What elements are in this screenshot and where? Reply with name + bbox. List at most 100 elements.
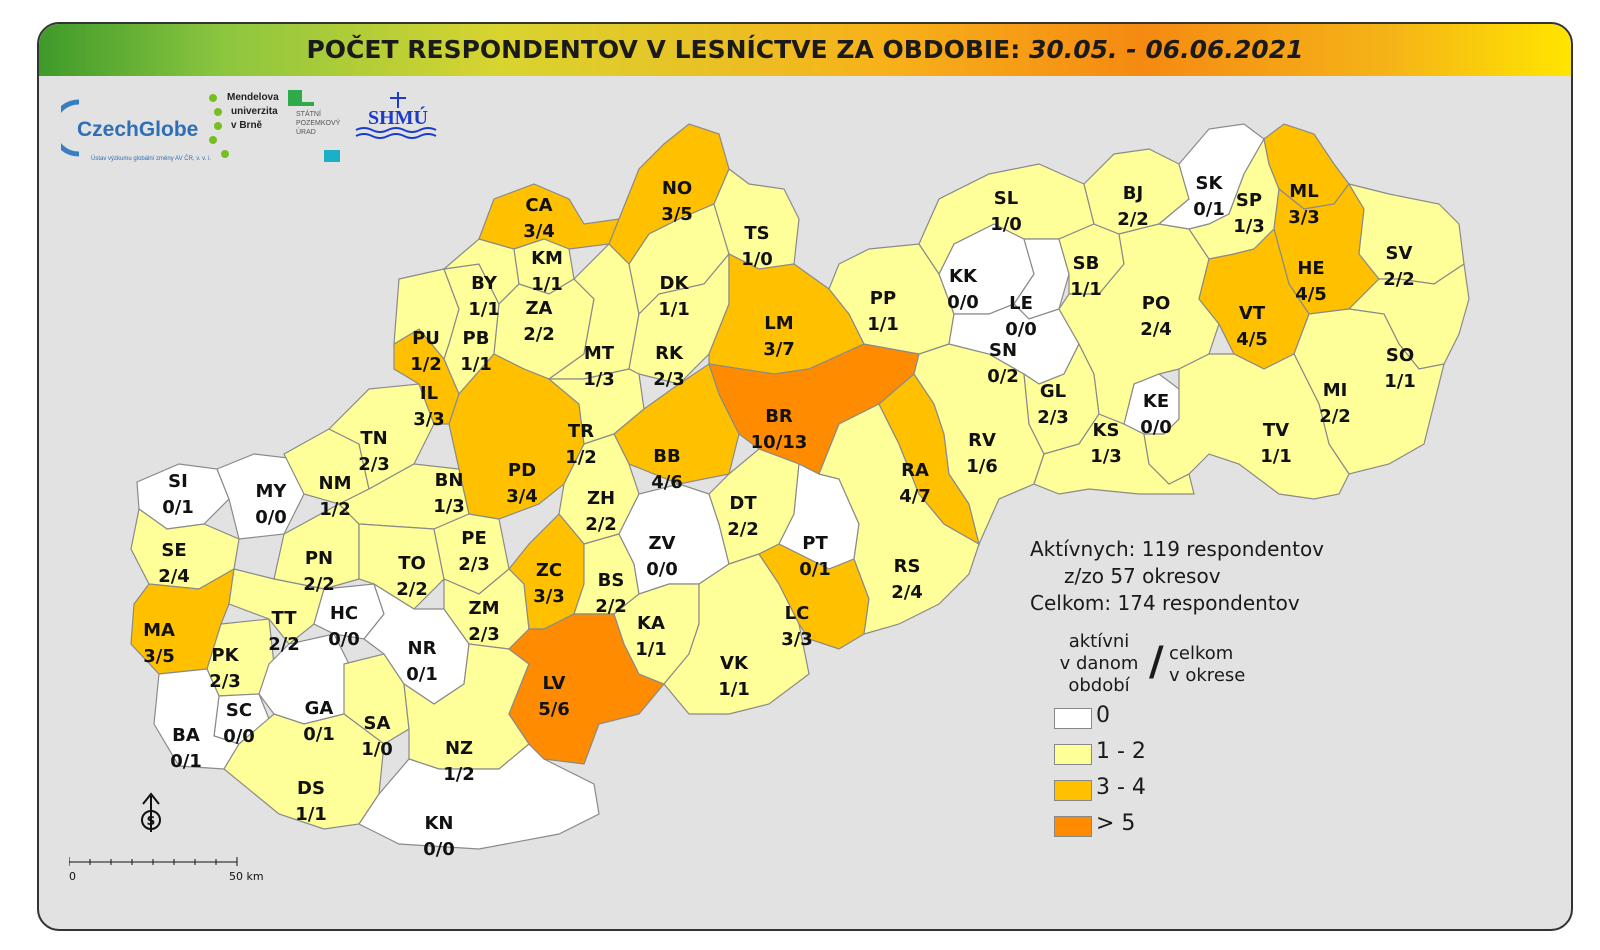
legend-left-label: aktívni v danom období <box>1049 631 1149 697</box>
district-code-GL: GL <box>1040 381 1066 402</box>
district-value-SV: 2/2 <box>1383 269 1415 290</box>
district-code-HC: HC <box>330 603 358 624</box>
district-value-RS: 2/4 <box>891 582 923 603</box>
district-value-DK: 1/1 <box>658 299 690 320</box>
district-value-LV: 5/6 <box>538 699 570 720</box>
district-value-PO: 2/4 <box>1140 319 1172 340</box>
district-value-RA: 4/7 <box>899 486 931 507</box>
district-value-HE: 4/5 <box>1295 284 1327 305</box>
legend-label-gt5: > 5 <box>1096 811 1136 836</box>
district-code-SE: SE <box>161 540 186 561</box>
legend-left-line-3: období <box>1068 675 1130 696</box>
district-code-TO: TO <box>398 553 426 574</box>
district-TV <box>1143 353 1350 500</box>
district-value-NZ: 1/2 <box>443 764 475 785</box>
district-value-TO: 2/2 <box>396 579 428 600</box>
district-value-MT: 1/3 <box>583 369 615 390</box>
spu-line-2: POZEMKOVÝ <box>296 118 341 127</box>
district-code-NR: NR <box>408 638 437 659</box>
district-code-PB: PB <box>463 328 490 349</box>
district-code-PU: PU <box>412 328 440 349</box>
mendel-logo: Mendelova univerzita v Brně <box>207 86 317 166</box>
district-code-SL: SL <box>994 188 1018 209</box>
district-code-ZV: ZV <box>649 533 676 554</box>
district-value-SN: 0/2 <box>987 366 1019 387</box>
district-value-TT: 2/2 <box>268 634 300 655</box>
czechglobe-subtext: Ústav výzkumu globální změny AV ČR, v. v… <box>91 155 211 162</box>
district-value-LE: 0/0 <box>1005 319 1037 340</box>
district-value-NM: 1/2 <box>319 499 351 520</box>
district-value-KM: 1/1 <box>531 274 563 295</box>
legend-label-3-4: 3 - 4 <box>1096 775 1146 800</box>
mendel-line-3: v Brně <box>231 120 263 131</box>
district-value-BS: 2/2 <box>595 596 627 617</box>
district-code-LM: LM <box>764 313 793 334</box>
district-code-TN: TN <box>360 428 387 449</box>
spu-line-3: ÚRAD <box>296 127 316 136</box>
legend-left-line-2: v danom <box>1059 653 1139 674</box>
mendel-line-2: univerzita <box>231 106 278 117</box>
legend-slash: / <box>1149 639 1164 685</box>
north-arrow: S <box>141 792 161 832</box>
district-value-PN: 2/2 <box>303 574 335 595</box>
district-DS <box>223 713 385 830</box>
district-code-RV: RV <box>968 430 996 451</box>
district-value-BB: 4/6 <box>651 472 683 493</box>
district-value-KA: 1/1 <box>635 639 667 660</box>
district-code-BY: BY <box>471 273 498 294</box>
stats-active: Aktívnych: 119 respondentov <box>1030 537 1325 561</box>
district-code-RA: RA <box>901 460 929 481</box>
district-value-ML: 3/3 <box>1288 207 1320 228</box>
spu-logo: STÁTNÍ POZEMKOVÝ ÚRAD <box>284 90 344 166</box>
district-code-RK: RK <box>655 343 684 364</box>
district-value-SC: 0/0 <box>223 726 255 747</box>
district-code-TR: TR <box>568 421 594 442</box>
district-value-PP: 1/1 <box>867 314 899 335</box>
district-value-PU: 1/2 <box>410 354 442 375</box>
district-code-KM: KM <box>531 248 563 269</box>
district-code-MI: MI <box>1323 380 1348 401</box>
district-code-DS: DS <box>297 778 325 799</box>
district-value-TS: 1/0 <box>741 249 773 270</box>
stats-districts: z/zo 57 okresov <box>1064 564 1221 588</box>
district-code-ML: ML <box>1289 181 1318 202</box>
district-value-SK: 0/1 <box>1193 199 1225 220</box>
district-value-ZV: 0/0 <box>646 559 678 580</box>
district-code-KS: KS <box>1093 420 1120 441</box>
district-value-HC: 0/0 <box>328 629 360 650</box>
district-code-DK: DK <box>660 273 690 294</box>
district-code-LV: LV <box>543 673 566 694</box>
district-value-ZM: 2/3 <box>468 624 500 645</box>
district-code-KN: KN <box>424 813 453 834</box>
district-value-BN: 1/3 <box>433 496 465 517</box>
district-code-ZA: ZA <box>526 298 553 319</box>
district-value-SP: 1/3 <box>1233 216 1265 237</box>
district-value-TN: 2/3 <box>358 454 390 475</box>
legend-swatch-1-2 <box>1054 744 1092 765</box>
mendel-line-1: Mendelova <box>227 92 279 103</box>
legend-swatch-0 <box>1054 708 1092 729</box>
district-code-LE: LE <box>1009 293 1033 314</box>
czechglobe-text: CzechGlobe <box>77 118 198 141</box>
district-code-SA: SA <box>364 713 391 734</box>
district-value-PK: 2/3 <box>209 671 241 692</box>
legend-label-1-2: 1 - 2 <box>1096 739 1146 764</box>
district-value-SA: 1/0 <box>361 739 393 760</box>
district-code-VK: VK <box>720 653 749 674</box>
district-value-GA: 0/1 <box>303 724 335 745</box>
district-TT <box>228 568 325 645</box>
district-value-KK: 0/0 <box>947 292 979 313</box>
legend-left-line-1: aktívni <box>1068 631 1130 652</box>
district-code-KA: KA <box>637 613 665 634</box>
district-value-NO: 3/5 <box>661 204 693 225</box>
district-code-BJ: BJ <box>1123 183 1143 204</box>
district-code-MY: MY <box>256 481 288 502</box>
district-code-PT: PT <box>802 533 828 554</box>
district-value-PT: 0/1 <box>799 559 831 580</box>
district-value-MY: 0/0 <box>255 507 287 528</box>
district-code-NM: NM <box>319 473 352 494</box>
district-code-SK: SK <box>1196 173 1224 194</box>
district-code-KE: KE <box>1143 391 1169 412</box>
district-value-SB: 1/1 <box>1070 279 1102 300</box>
legend-label-0: 0 <box>1096 703 1110 728</box>
